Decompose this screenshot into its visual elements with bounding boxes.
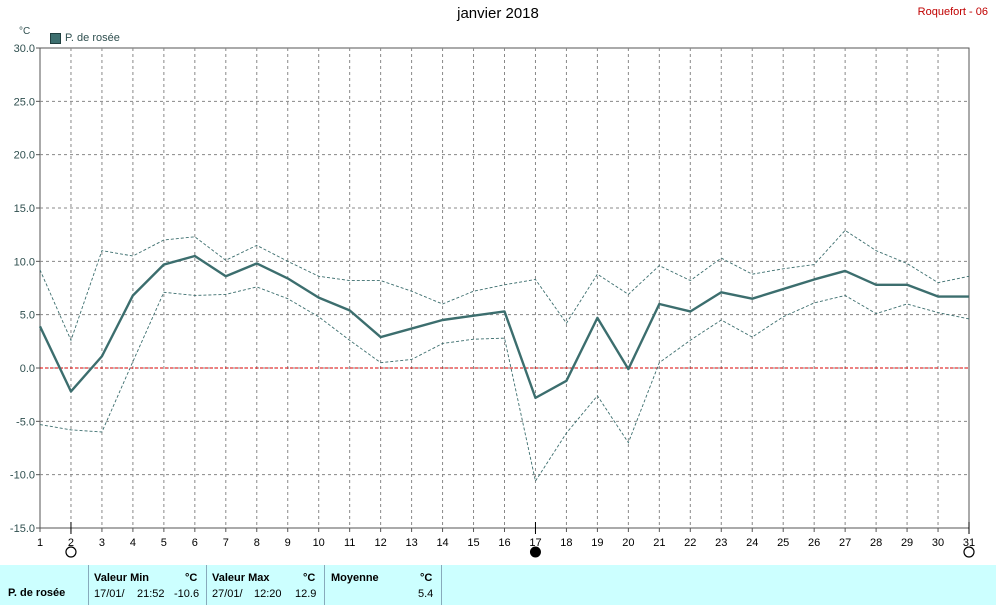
x-tick-label: 25 [777,537,789,549]
stats-max-time: 12:20 [254,588,282,600]
x-tick-label: 3 [99,537,105,549]
stats-min-time: 21:52 [137,588,165,600]
stats-max-header: Valeur Max [212,572,270,584]
legend-swatch [50,32,61,44]
stats-mean-header: Moyenne [331,572,379,584]
stats-mean-unit: °C [420,572,433,584]
y-tick-label: 20.0 [14,150,35,162]
x-tick-label: 20 [622,537,634,549]
x-tick-label: 24 [746,537,758,549]
stats-mean-value: 5.4 [418,588,434,600]
y-tick-label: -5.0 [16,416,35,428]
max-dew-point-line [39,229,970,342]
x-tick-label: 5 [161,537,167,549]
y-tick-label: -10.0 [10,470,35,482]
y-tick-label: 30.0 [14,43,35,55]
stats-divider [88,565,89,605]
stats-divider [206,565,207,605]
stats-max-date: 27/01/ [212,588,243,600]
x-tick-label: 7 [223,537,229,549]
x-tick-label: 17 [529,537,541,549]
stats-min-value: -10.6 [174,588,200,600]
y-tick-label: 25.0 [14,96,35,108]
x-tick-label: 13 [405,537,417,549]
station-name: Roquefort - 06 [917,6,988,18]
legend: P. de rosée [50,32,120,44]
x-tick-label: 31 [963,537,975,549]
y-tick-label: 0.0 [20,363,35,375]
x-tick-label: 15 [467,537,479,549]
min-dew-point-line [39,286,970,483]
x-tick-label: 1 [37,537,43,549]
x-tick-label: 10 [313,537,325,549]
stats-row-label: P. de rosée [8,587,66,599]
stats-divider [441,565,442,605]
x-tick-label: 19 [591,537,603,549]
stats-max-unit: °C [303,572,316,584]
y-tick-label: 5.0 [20,310,35,322]
mean-dew-point-line [38,254,969,400]
y-tick-label: 15.0 [14,203,35,215]
x-tick-label: 12 [375,537,387,549]
x-tick-label: 8 [254,537,260,549]
stats-min-header: Valeur Min [94,572,150,584]
x-tick-label: 11 [344,537,355,549]
dew-point-chart: -15.0 -10.0 -5.0 0.0 5.0 10.0 15.0 20.0 25.0 30.0… [10,43,975,558]
x-tick-label: 29 [901,537,913,549]
chart-title: janvier 2018 [457,5,539,22]
legend-label: P. de rosée [65,32,120,44]
x-tick-label: 30 [932,537,944,549]
y-axis-unit: °C [19,26,31,37]
full-moon-icon [65,546,77,558]
stats-panel: P. de rosée Valeur Min °C 17/01/ 21:52 -… [0,565,996,605]
x-tick-label: 27 [839,537,851,549]
x-tick-label: 26 [808,537,820,549]
full-moon-icon [963,546,975,558]
y-tick-label: -15.0 [10,523,35,535]
x-tick-label: 28 [870,537,882,549]
new-moon-icon [529,546,541,558]
x-tick-label: 14 [436,537,448,549]
x-tick-label: 4 [130,537,136,549]
stats-divider [324,565,325,605]
x-tick-label: 9 [285,537,291,549]
x-tick-label: 16 [498,537,510,549]
x-tick-label: 2 [68,537,74,549]
x-tick-label: 21 [653,537,665,549]
x-tick-label: 6 [192,537,198,549]
x-tick-label: 18 [560,537,572,549]
stats-min-unit: °C [185,572,198,584]
x-tick-label: 22 [684,537,696,549]
stats-min-date: 17/01/ [94,588,125,600]
stats-max-value: 12.9 [295,588,317,600]
x-tick-label: 23 [715,537,727,549]
y-tick-label: 10.0 [14,256,35,268]
